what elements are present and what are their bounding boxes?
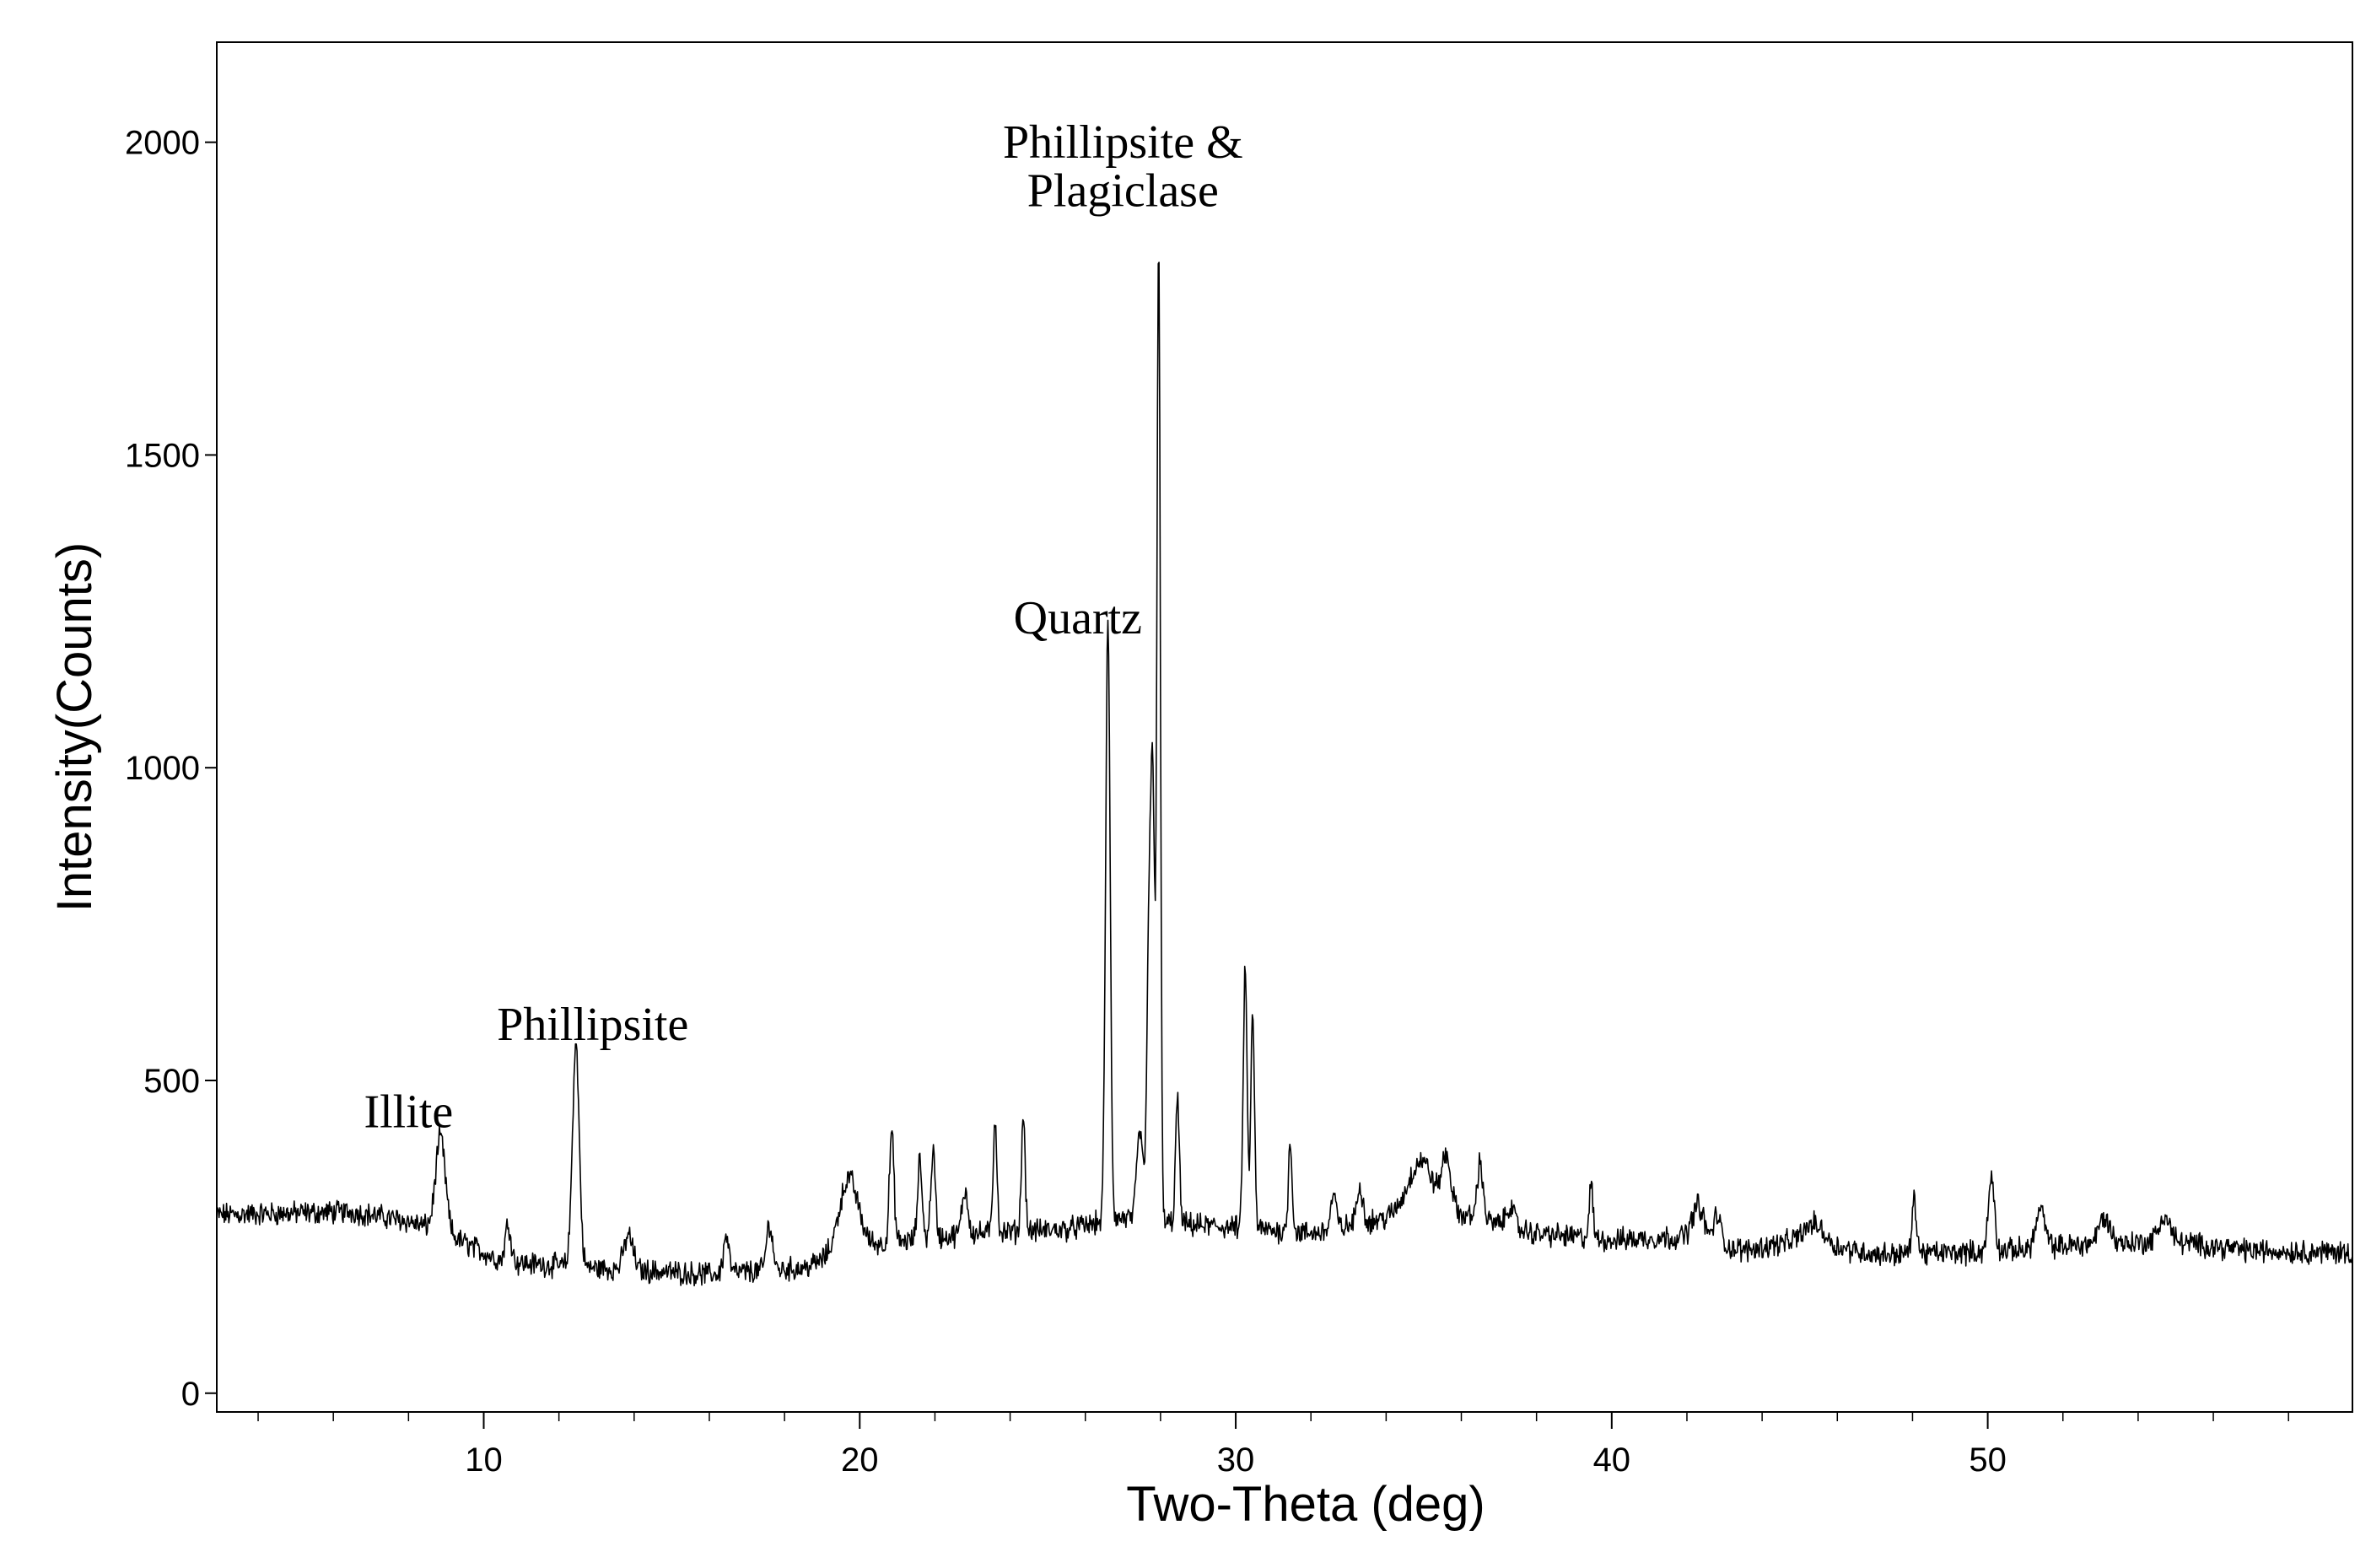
x-tick-label-50: 50 bbox=[1969, 1441, 2007, 1479]
annotation-4: Plagiclase bbox=[1027, 164, 1219, 217]
diffraction-trace bbox=[216, 261, 2353, 1287]
x-tick-label-40: 40 bbox=[1593, 1441, 1631, 1479]
annotation-1: Phillipsite bbox=[497, 999, 688, 1051]
x-minor-ticks bbox=[257, 1412, 2289, 1421]
annotation-3: Phillipsite & bbox=[1003, 116, 1243, 169]
peak-annotations: Illite Phillipsite Quartz Phillipsite &Plag… bbox=[364, 116, 1242, 1138]
x-tick-label-10: 10 bbox=[465, 1441, 503, 1479]
x-axis-title: Two-Theta (deg) bbox=[1126, 1477, 1485, 1532]
annotation-0: Illite bbox=[364, 1086, 453, 1139]
y-tick-label-500: 500 bbox=[143, 1063, 200, 1100]
y-tick-label-2000: 2000 bbox=[125, 125, 200, 162]
y-tick-label-1500: 1500 bbox=[125, 437, 200, 474]
x-tick-label-20: 20 bbox=[841, 1441, 879, 1479]
annotation-2: Quartz bbox=[1014, 592, 1142, 644]
x-tick-label-30: 30 bbox=[1217, 1441, 1255, 1479]
y-tick-label-0: 0 bbox=[181, 1376, 200, 1413]
plot-frame bbox=[216, 41, 2353, 1413]
x-axis-ticks: 10 20 30 40 50 bbox=[465, 1412, 2007, 1479]
y-axis-title: Intensity(Counts) bbox=[47, 542, 102, 912]
y-axis-ticks: 0 500 1000 1500 2000 bbox=[125, 125, 217, 1413]
y-tick-label-1000: 1000 bbox=[125, 750, 200, 787]
